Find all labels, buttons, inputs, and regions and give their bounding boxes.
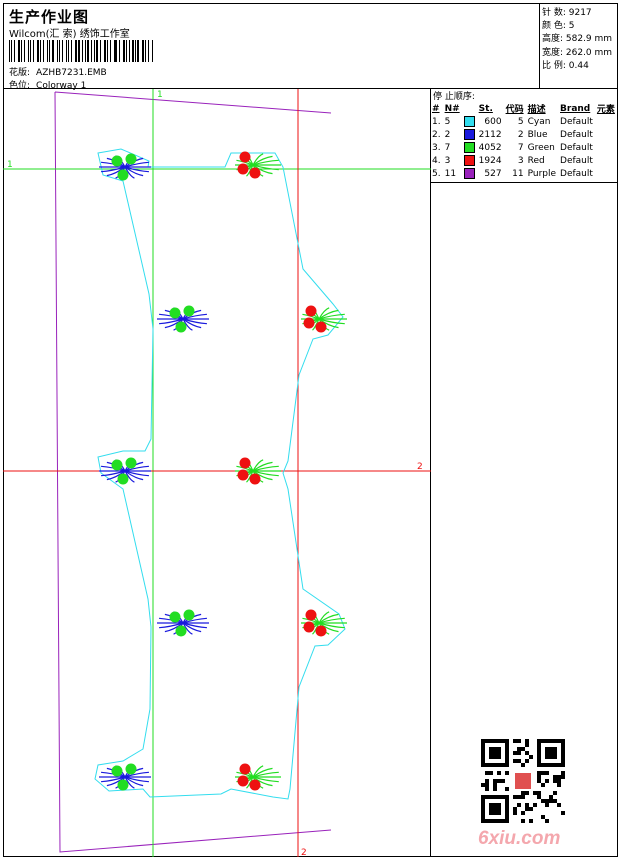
row-brand: Default [560,116,593,127]
design-preview: 1 1 2 2 [3,89,431,858]
row-description: Green [527,142,555,153]
cyan-outline-path [94,148,346,800]
row-swatch [463,167,478,180]
row-description: Purple [527,168,557,179]
row-stitches: 1924 [478,155,502,166]
stop-table-header: # N# St. 代码 描述 Brand 元素 [431,102,618,116]
header-panel: 生产作业图 Wilcom(汇 索) 绣饰工作室 花版: AZHB7231.EMB … [3,3,540,91]
color-swatch [463,129,475,140]
row-swatch [463,128,478,141]
guide-label-green-top: 1 [157,90,163,100]
stop-sequence-panel: 停 止顺序: # N# St. 代码 描述 Brand 元素 1. 5 600 5 Cy… [431,89,618,183]
blue-floral-motif [157,305,209,333]
row-brand: Default [560,168,593,179]
color-swatch [463,155,475,166]
stop-sequence-title: 停 止顺序: [433,92,475,102]
row-code: 11 [512,168,524,179]
row-stitches: 4052 [478,142,502,153]
guide-label-red-bottom: 2 [301,848,307,857]
watermark-logo: 6xiu.com [478,828,561,849]
blue-floral-motif [157,609,209,637]
col-code: 代码 [505,105,524,115]
row-brand: Default [560,129,593,140]
red-floral-motif [235,457,281,485]
row-brand: Default [560,142,593,153]
row-needle: 11 [444,168,457,179]
blue-floral-motif [99,763,151,791]
design-height: 高度: 582.9 mm [542,34,613,44]
design-width: 宽度: 262.0 mm [542,48,613,58]
row-needle: 3 [444,155,451,166]
stitch-count: 针 数: 9217 [542,8,592,18]
blue-floral-motif [99,457,151,485]
design-label: 花版: [9,68,31,78]
stop-table-row: 4. 3 1924 3 Red Default [431,154,618,167]
page-title: 生产作业图 [9,8,90,26]
row-swatch [463,141,478,154]
row-needle: 2 [444,129,451,140]
row-element [596,167,618,180]
stats-panel: 针 数: 9217 颜 色: 5 高度: 582.9 mm 宽度: 262.0 … [540,3,618,89]
colorway-info: 色位: Colorway 1 [9,78,92,91]
row-description: Blue [527,129,548,140]
row-description: Cyan [527,116,551,127]
row-stitches: 527 [484,168,502,179]
row-description: Red [527,155,545,166]
row-brand: Default [560,155,593,166]
frame-outline-purple [54,91,332,853]
design-scale: 比 例: 0.44 [542,61,589,71]
row-code: 2 [517,129,524,140]
col-description: 描述 [527,105,546,115]
row-code: 5 [517,116,524,127]
design-info: 花版: AZHB7231.EMB [9,65,113,78]
stop-table-row: 3. 7 4052 7 Green Default [431,141,618,154]
company-name: Wilcom(汇 索) 绣饰工作室 [9,29,130,40]
row-index: 2. [432,129,441,140]
row-index: 1. [432,116,441,127]
blue-floral-motif [99,153,151,181]
col-brand: Brand [560,103,591,114]
row-stitches: 600 [484,116,502,127]
row-element [596,154,618,167]
row-element [596,141,618,154]
row-index: 3. [432,142,441,153]
guide-label-red-right: 2 [417,462,423,472]
row-needle: 7 [444,142,451,153]
stop-table-row: 1. 5 600 5 Cyan Default [431,115,618,128]
col-element: 元素 [596,105,615,115]
row-index: 5. [432,168,441,179]
color-swatch [463,142,475,153]
stop-sequence-table: # N# St. 代码 描述 Brand 元素 1. 5 600 5 Cyan Defau… [431,102,618,180]
stop-table-row: 2. 2 2112 2 Blue Default [431,128,618,141]
col-needle: N# [444,103,460,114]
row-needle: 5 [444,116,451,127]
row-code: 3 [517,155,524,166]
row-element [596,128,618,141]
color-swatch [463,168,475,179]
page-frame [3,3,618,857]
col-stitches: St. [478,103,493,114]
color-swatch [463,116,475,127]
red-floral-motif [301,609,347,637]
red-floral-motif [235,151,281,179]
row-code: 7 [517,142,524,153]
barcode [9,40,154,62]
colorway-label: 色位: [9,81,31,91]
col-swatch [463,102,478,115]
color-count: 颜 色: 5 [542,21,575,31]
row-stitches: 2112 [478,129,502,140]
row-element [596,115,618,128]
stop-table-row: 5. 11 527 11 Purple Default [431,167,618,180]
qr-code [481,739,565,823]
design-value: AZHB7231.EMB [36,68,107,78]
row-index: 4. [432,155,441,166]
row-swatch [463,115,478,128]
design-canvas[interactable]: 1 1 2 2 [3,89,431,858]
red-floral-motif [301,305,347,333]
colorway-value: Colorway 1 [36,81,87,91]
red-floral-motif [235,763,281,791]
col-index: # [432,103,440,114]
row-swatch [463,154,478,167]
guide-label-green-left: 1 [7,160,13,170]
